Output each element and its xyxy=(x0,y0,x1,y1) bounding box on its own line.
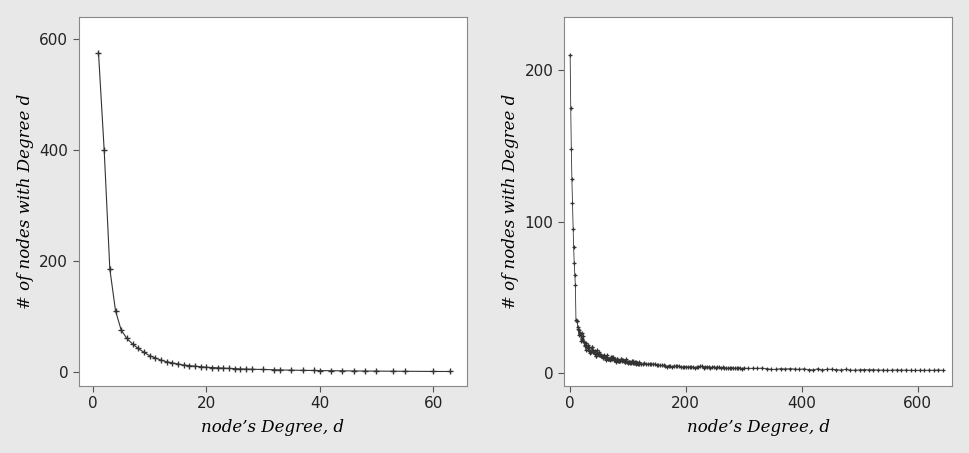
Y-axis label: # of nodes with Degree d: # of nodes with Degree d xyxy=(16,93,34,309)
Y-axis label: # of nodes with Degree d: # of nodes with Degree d xyxy=(502,93,519,309)
X-axis label: node’s Degree, d: node’s Degree, d xyxy=(202,419,344,436)
X-axis label: node’s Degree, d: node’s Degree, d xyxy=(687,419,829,436)
